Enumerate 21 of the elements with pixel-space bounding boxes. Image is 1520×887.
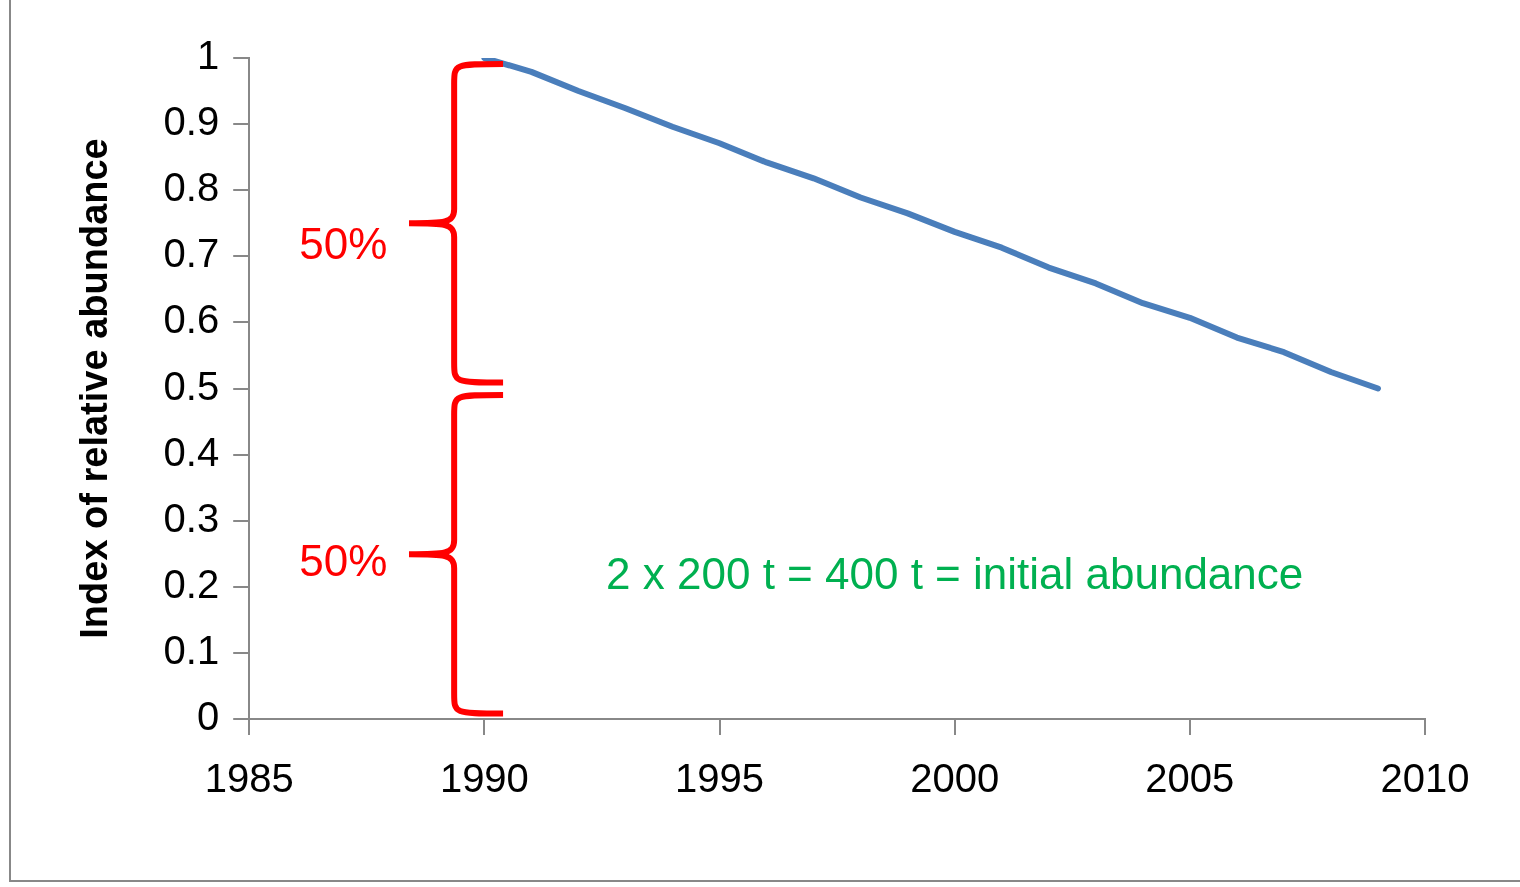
y-axis-title: Index of relative abundance xyxy=(73,138,116,639)
x-tick-label: 1990 xyxy=(439,756,529,801)
y-tick-label: 0.7 xyxy=(163,231,220,276)
y-tick-label: 0 xyxy=(196,694,220,739)
annotation: 2 x 200 t = 400 t = initial abundance xyxy=(606,549,1304,599)
y-tick-label: 0.1 xyxy=(163,627,220,672)
y-tick-label: 0.6 xyxy=(163,297,220,342)
x-tick-label: 1995 xyxy=(675,756,765,801)
x-tick-label: 2005 xyxy=(1145,756,1235,801)
annotation: 50% xyxy=(299,218,388,268)
annotation: 50% xyxy=(299,535,388,585)
x-tick-label: 2010 xyxy=(1380,756,1470,801)
y-tick-label: 0.8 xyxy=(163,165,220,210)
y-tick-label: 0.5 xyxy=(163,363,220,408)
x-tick-label: 1985 xyxy=(204,756,294,801)
x-tick-label: 2000 xyxy=(910,756,1000,801)
y-tick-label: 0.9 xyxy=(163,99,220,144)
y-tick-label: 1 xyxy=(196,33,220,78)
y-tick-label: 0.4 xyxy=(163,429,220,474)
y-tick-label: 0.3 xyxy=(163,495,220,540)
y-tick-label: 0.2 xyxy=(163,561,220,606)
